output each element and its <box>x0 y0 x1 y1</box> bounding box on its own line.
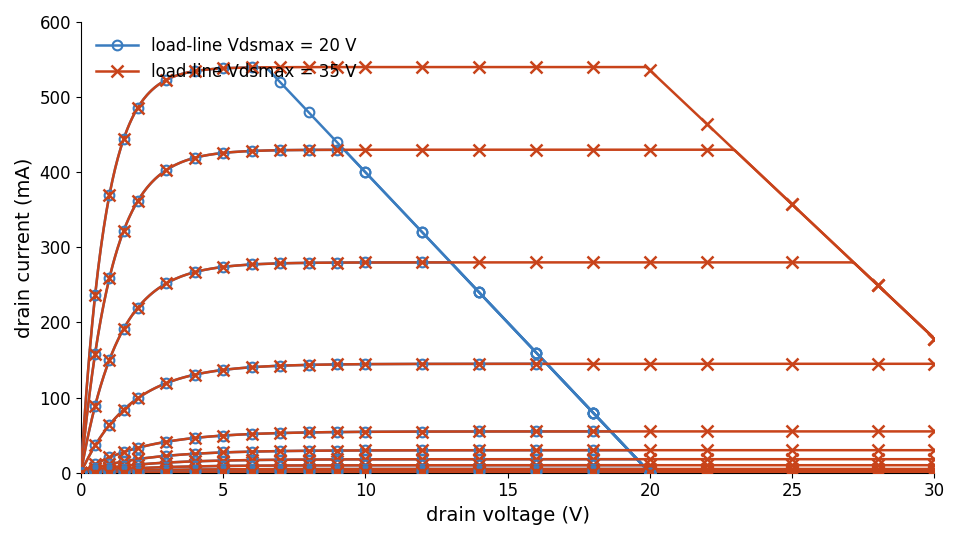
Legend: load-line Vdsmax = 20 V, load-line Vdsmax = 35 V: load-line Vdsmax = 20 V, load-line Vdsma… <box>89 30 363 88</box>
Y-axis label: drain current (mA): drain current (mA) <box>15 157 34 338</box>
X-axis label: drain voltage (V): drain voltage (V) <box>425 506 589 525</box>
